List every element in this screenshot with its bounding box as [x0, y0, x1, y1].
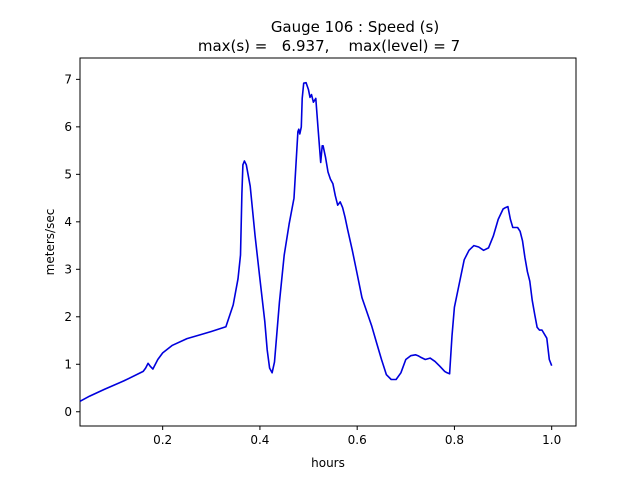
y-tick-label: 1 — [64, 357, 72, 371]
x-tick-label: 0.6 — [348, 433, 367, 447]
y-tick-label: 0 — [64, 405, 72, 419]
chart-subtitle: max(s) = 6.937, max(level) = 7 — [198, 37, 460, 55]
y-tick-label: 5 — [64, 167, 72, 181]
x-tick-label: 0.2 — [153, 433, 172, 447]
x-tick-label: 0.4 — [250, 433, 269, 447]
plot-frame — [79, 57, 577, 427]
y-tick-label: 6 — [64, 120, 72, 134]
y-tick-label: 3 — [64, 262, 72, 276]
y-axis: 0 1 2 3 4 5 6 7 — [64, 72, 80, 419]
plot-area: 0.2 0.4 0.6 0.8 1.0 0 1 2 3 4 5 6 7 — [64, 57, 577, 447]
x-tick-label: 1.0 — [542, 433, 561, 447]
chart-title: Gauge 106 : Speed (s) — [271, 18, 439, 36]
y-tick-label: 4 — [64, 215, 72, 229]
y-axis-label: meters/sec — [43, 209, 57, 276]
x-axis: 0.2 0.4 0.6 0.8 1.0 — [153, 426, 561, 447]
y-tick-label: 2 — [64, 310, 72, 324]
x-axis-label: hours — [311, 456, 345, 470]
y-tick-label: 7 — [64, 72, 72, 86]
series-layer — [79, 81, 553, 403]
series-line-0 — [79, 81, 553, 403]
x-tick-label: 0.8 — [445, 433, 464, 447]
